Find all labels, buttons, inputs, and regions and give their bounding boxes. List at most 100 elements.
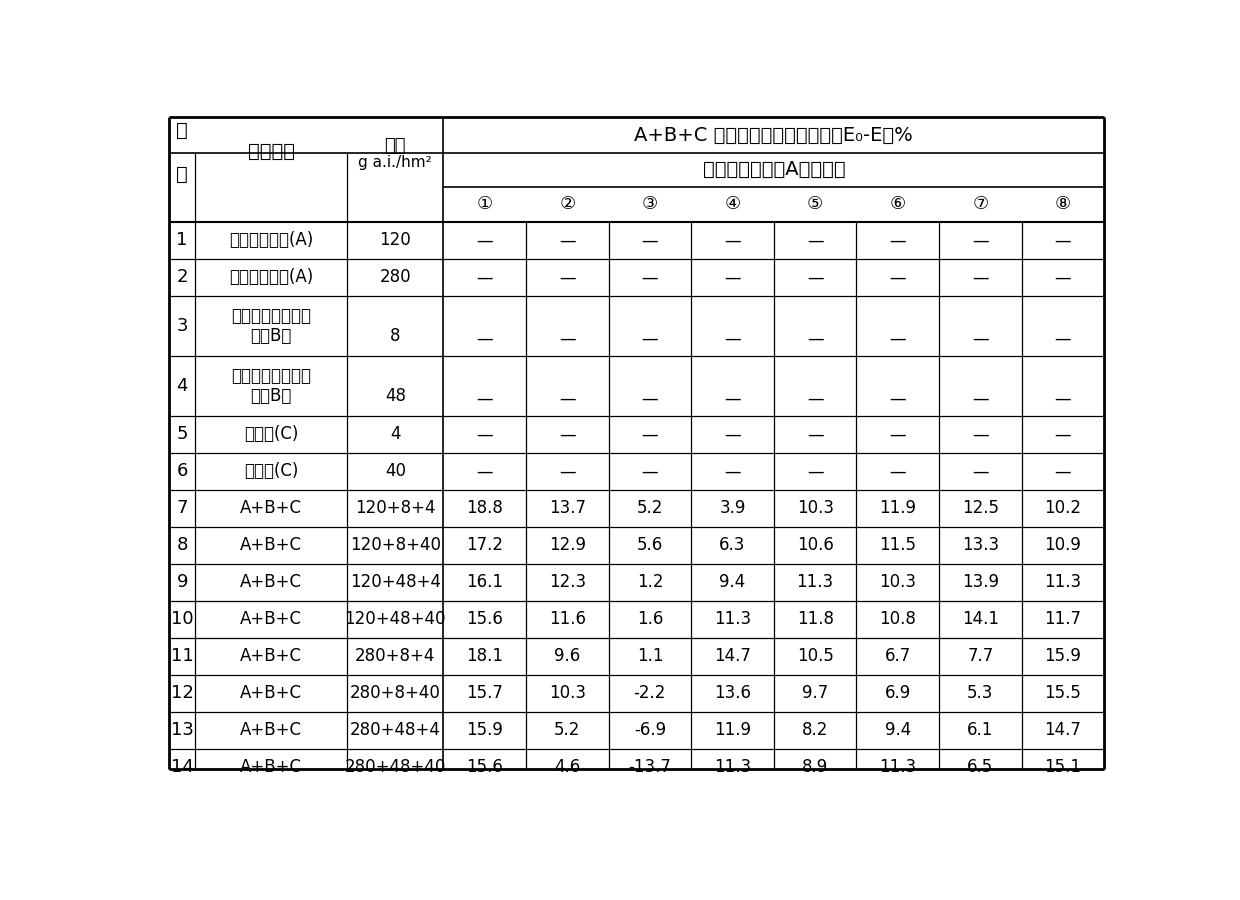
Text: 10.3: 10.3 [796, 500, 833, 518]
Text: —: — [889, 426, 906, 444]
Text: —: — [724, 268, 740, 286]
Text: 3.9: 3.9 [719, 500, 745, 518]
Text: —: — [1055, 330, 1071, 348]
Text: 5.2: 5.2 [636, 500, 663, 518]
Text: 10.2: 10.2 [1044, 500, 1081, 518]
Text: —: — [807, 463, 823, 481]
Text: 12.9: 12.9 [549, 536, 585, 554]
Text: —: — [972, 426, 988, 444]
Text: —: — [1055, 231, 1071, 249]
Text: 15.6: 15.6 [466, 758, 503, 776]
Text: —: — [972, 391, 988, 409]
Text: 4: 4 [391, 426, 401, 444]
Text: 18.8: 18.8 [466, 500, 503, 518]
Text: 1.2: 1.2 [636, 573, 663, 591]
Text: 11.9: 11.9 [879, 500, 916, 518]
Text: 48: 48 [384, 387, 405, 405]
Text: 5.3: 5.3 [967, 684, 993, 702]
Text: 4.6: 4.6 [554, 758, 580, 776]
Text: 8: 8 [391, 327, 401, 345]
Text: 药剂名称: 药剂名称 [248, 142, 295, 161]
Text: —: — [724, 463, 740, 481]
Text: 序: 序 [176, 121, 188, 140]
Text: g a.i./hm²: g a.i./hm² [358, 155, 432, 170]
Text: 1: 1 [176, 231, 187, 249]
Text: A+B+C: A+B+C [241, 573, 303, 591]
Text: —: — [1055, 268, 1071, 286]
Text: —: — [559, 391, 575, 409]
Text: 9.4: 9.4 [719, 573, 745, 591]
Text: ②: ② [559, 195, 575, 213]
Text: 1.6: 1.6 [636, 610, 663, 628]
Text: —: — [641, 391, 658, 409]
Text: ⑥: ⑥ [890, 195, 906, 213]
Text: 广谱性除草剂(A): 广谱性除草剂(A) [229, 268, 314, 286]
Text: 8.2: 8.2 [802, 721, 828, 739]
Text: —: — [972, 463, 988, 481]
Text: 6.9: 6.9 [884, 684, 911, 702]
Text: —: — [1055, 391, 1071, 409]
Text: 13.9: 13.9 [962, 573, 999, 591]
Text: 12: 12 [171, 684, 193, 702]
Text: 14.7: 14.7 [1044, 721, 1081, 739]
Text: 广谱性除草剂（A）的种类: 广谱性除草剂（A）的种类 [703, 160, 846, 179]
Text: —: — [807, 231, 823, 249]
Text: —: — [972, 231, 988, 249]
Text: 氯氟吠氧乙酸异辛: 氯氟吠氧乙酸异辛 [231, 307, 311, 325]
Text: 酯（B）: 酯（B） [250, 387, 291, 405]
Text: —: — [1055, 426, 1071, 444]
Text: 3: 3 [176, 317, 188, 335]
Text: —: — [1055, 463, 1071, 481]
Text: 15.9: 15.9 [1044, 647, 1081, 665]
Text: —: — [559, 426, 575, 444]
Text: —: — [972, 268, 988, 286]
Text: 9.4: 9.4 [884, 721, 911, 739]
Text: —: — [724, 391, 740, 409]
Text: 11.3: 11.3 [879, 758, 916, 776]
Text: 12.5: 12.5 [962, 500, 999, 518]
Text: 280+8+40: 280+8+40 [350, 684, 440, 702]
Text: 8.9: 8.9 [802, 758, 828, 776]
Text: 广谱性除草剂(A): 广谱性除草剂(A) [229, 231, 314, 249]
Text: 5: 5 [176, 426, 188, 444]
Text: 15.6: 15.6 [466, 610, 503, 628]
Text: —: — [476, 268, 494, 286]
Text: 9: 9 [176, 573, 188, 591]
Text: A+B+C: A+B+C [241, 721, 303, 739]
Text: 11: 11 [171, 647, 193, 665]
Text: 16.1: 16.1 [466, 573, 503, 591]
Text: —: — [807, 330, 823, 348]
Text: —: — [476, 426, 494, 444]
Text: —: — [807, 391, 823, 409]
Text: 11.3: 11.3 [796, 573, 833, 591]
Text: 氯氟吠氧乙酸异辛: 氯氟吠氧乙酸异辛 [231, 367, 311, 385]
Text: 13: 13 [171, 721, 193, 739]
Text: 11.8: 11.8 [796, 610, 833, 628]
Text: 6.1: 6.1 [967, 721, 993, 739]
Text: —: — [972, 330, 988, 348]
Text: 14.1: 14.1 [962, 610, 999, 628]
Text: 6.5: 6.5 [967, 758, 993, 776]
Text: —: — [724, 426, 740, 444]
Text: —: — [641, 330, 658, 348]
Text: 11.9: 11.9 [714, 721, 751, 739]
Text: —: — [724, 330, 740, 348]
Text: A+B+C: A+B+C [241, 684, 303, 702]
Text: A+B+C: A+B+C [241, 500, 303, 518]
Text: 120+8+4: 120+8+4 [355, 500, 435, 518]
Text: ①: ① [476, 195, 492, 213]
Text: —: — [889, 463, 906, 481]
Text: 10.8: 10.8 [879, 610, 916, 628]
Text: 280+48+40: 280+48+40 [345, 758, 446, 776]
Text: 号: 号 [176, 165, 188, 184]
Text: —: — [724, 231, 740, 249]
Text: —: — [641, 268, 658, 286]
Text: 120+8+40: 120+8+40 [350, 536, 440, 554]
Text: 11.3: 11.3 [714, 610, 751, 628]
Text: 10: 10 [171, 610, 193, 628]
Text: 13.6: 13.6 [714, 684, 751, 702]
Text: 11.7: 11.7 [1044, 610, 1081, 628]
Text: 11.5: 11.5 [879, 536, 916, 554]
Text: 120+48+40: 120+48+40 [345, 610, 446, 628]
Text: 2: 2 [176, 268, 188, 286]
